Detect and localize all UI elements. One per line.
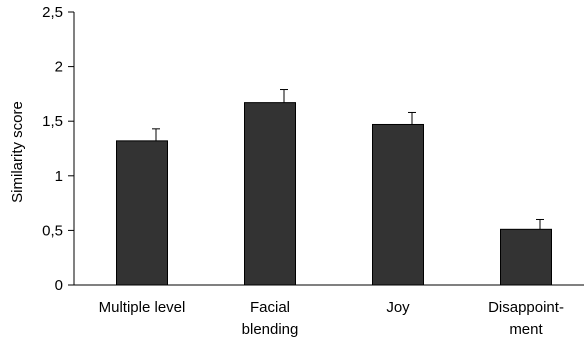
y-tick-label: 0,5 (42, 222, 63, 239)
x-tick-label: Facial blending (242, 299, 299, 338)
x-tick-labels: Multiple level Facial blending Joy Disappoin… (99, 299, 564, 338)
bar (244, 102, 296, 286)
y-tick-label: 1,5 (42, 113, 63, 130)
bar (372, 123, 424, 286)
y-tick-label: 2,5 (42, 4, 63, 21)
y-tick-label: 2 (55, 59, 63, 76)
y-tick-label: 0 (55, 277, 63, 294)
y-tick-label: 1 (55, 168, 63, 185)
y-tick-labels: 0 0,5 1 1,5 2 2,5 (42, 4, 63, 294)
bar (500, 228, 552, 286)
x-tick-label: Multiple level (99, 299, 186, 316)
x-tick-label: Disappoint-ment (488, 299, 564, 338)
bars (116, 89, 552, 286)
bar (116, 140, 168, 286)
x-tick-label: Joy (386, 299, 410, 316)
y-axis-label: Similarity score (9, 101, 26, 203)
